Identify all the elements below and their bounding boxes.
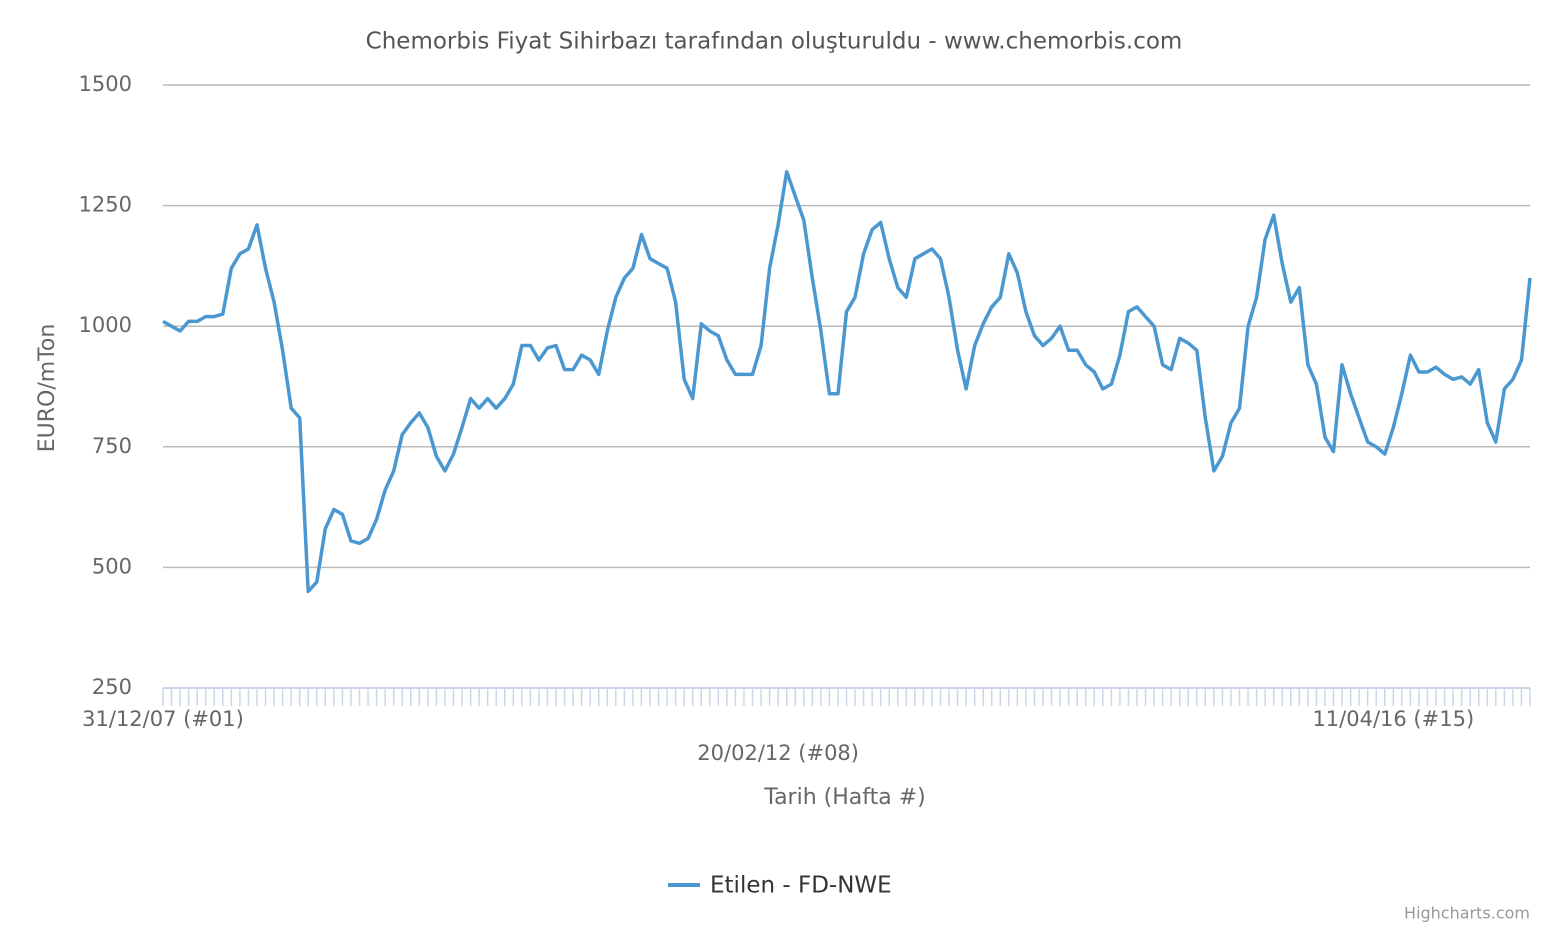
y-tick-label: 500: [92, 554, 132, 578]
x-tick-label: 20/02/12 (#08): [697, 741, 859, 765]
y-axis-title: EURO/mTon: [35, 324, 60, 453]
legend-label: Etilen - FD-NWE: [710, 873, 892, 899]
y-tick-label: 250: [92, 675, 132, 699]
credits: Highcharts.com: [1404, 904, 1530, 923]
chart-title: Chemorbis Fiyat Sihirbazı tarafından olu…: [366, 29, 1183, 55]
line: [162, 170, 1532, 594]
x-tick-label: 31/12/07 (#01): [82, 707, 244, 731]
y-tick-label: 1000: [79, 313, 132, 337]
x-tick-label: 11/04/16 (#15): [1312, 707, 1474, 731]
y-tick-label: 1250: [79, 193, 132, 217]
x-axis-title: Tarih (Hafta #): [763, 785, 925, 810]
y-tick-label: 750: [92, 434, 132, 458]
y-tick-label: 1500: [79, 72, 132, 96]
